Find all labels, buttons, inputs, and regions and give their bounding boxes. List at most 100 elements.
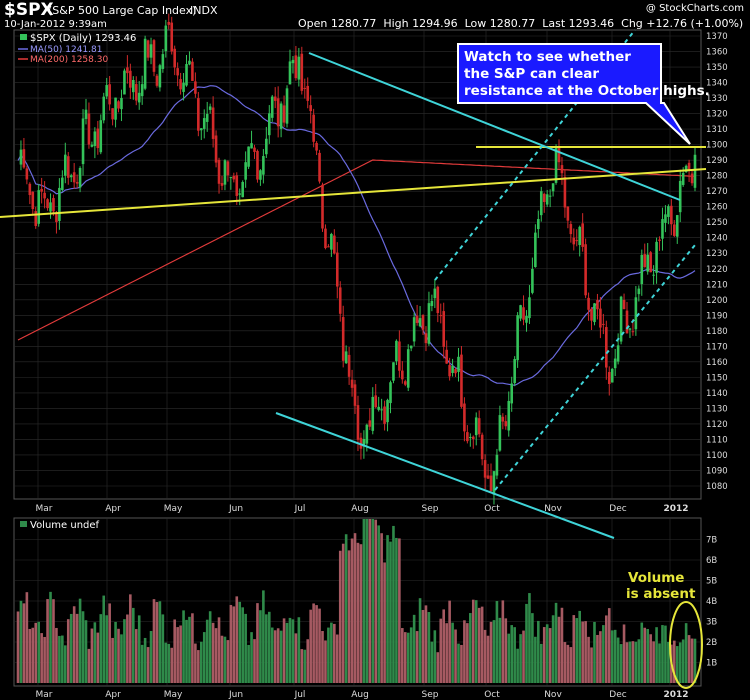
volume-bar [120,634,123,683]
price-bar [84,109,88,119]
price-bar [31,191,35,209]
price-tick-label: 1170 [706,342,728,352]
price-bar [525,315,528,323]
price-tick-label: 1260 [706,203,728,213]
price-bar [395,340,398,362]
price-bar [197,98,200,131]
volume-bar [516,648,519,683]
price-bar [155,75,159,86]
volume-bar [673,640,676,683]
volume-bar [507,633,511,683]
price-bar [649,252,652,273]
price-bar [463,403,466,432]
volume-bar [584,621,587,683]
price-bar [143,38,147,89]
price-bar [652,274,655,276]
volume-bar [173,619,176,683]
price-bar [675,215,679,237]
volume-tick-label: 2B [706,638,717,648]
price-bar [309,105,312,112]
volume-tick-label: 4B [706,597,717,607]
volume-bar [202,632,206,683]
volume-bar [105,615,108,683]
price-bar [182,82,185,92]
price-tick-label: 1340 [706,79,728,89]
price-bar [294,55,298,79]
volume-bar [259,610,262,683]
price-bar [49,202,52,212]
price-bar [687,162,691,171]
price-bar [421,315,425,330]
volume-bar [52,599,55,683]
price-bar [318,152,321,182]
price-bar [126,67,129,74]
price-bar [563,177,567,208]
price-bar [330,233,333,250]
price-bar [324,228,327,249]
volume-bar [155,602,159,683]
price-tick-label: 1350 [706,63,728,73]
price-bar [276,98,280,127]
volume-legend: Volume undef [30,520,100,531]
price-bar [513,359,516,384]
price-bar [575,240,579,242]
price-tick-label: 1100 [706,451,728,461]
volume-panel-frame [13,517,702,687]
price-bar [371,396,375,431]
volume-bar [519,634,522,683]
volume-bar [537,620,540,683]
volume-bar [69,613,73,683]
price-bar [374,395,378,408]
month-label: Nov [544,690,562,700]
price-bar [607,372,611,385]
volume-bar [78,598,82,683]
volume-axis: 1B 2B 3B 4B 5B 6B 7B [706,536,717,669]
volume-bar [220,635,224,683]
price-bar [398,341,401,371]
volume-bar [28,628,32,683]
volume-bar [158,601,162,683]
price-bar [117,101,120,109]
price-bar [584,244,587,296]
price-bar [262,156,265,175]
volume-bar [279,630,283,683]
ma50-legend: MA(50) 1241.81 [30,45,102,55]
volume-bar [693,638,697,683]
price-legend-swatch [20,34,27,40]
price-tick-label: 1330 [706,94,728,104]
volume-bar [129,594,132,683]
volume-bar [451,622,454,683]
price-bar [433,288,437,299]
price-bar [392,362,395,381]
price-bar [315,142,318,151]
volume-bar [365,519,369,683]
watermark: @ StockCharts.com [645,3,744,14]
chart-symbol: $SPX [4,0,54,20]
volume-bar [646,629,649,683]
price-bar [673,224,676,236]
price-bar [442,311,446,347]
volume-bar [347,550,351,683]
price-bar [516,315,519,361]
volume-bar [427,612,431,683]
volume-bar [658,643,661,683]
price-bar [297,56,301,80]
price-bar [102,96,106,121]
price-panel-frame [13,29,702,500]
price-bar [267,113,271,136]
price-bar [256,150,259,180]
price-bar [134,84,138,101]
price-bar [418,318,422,327]
volume-bar [114,621,117,683]
volume-bar [149,630,153,683]
price-bar [321,184,324,229]
volume-bar [315,605,318,683]
volume-bar [637,639,641,683]
price-bar [507,400,511,431]
price-bar [306,85,310,101]
price-bar [362,438,366,447]
price-bar [93,131,97,146]
price-bar [454,369,457,374]
volume-bar [324,640,327,683]
price-bar [661,219,664,239]
